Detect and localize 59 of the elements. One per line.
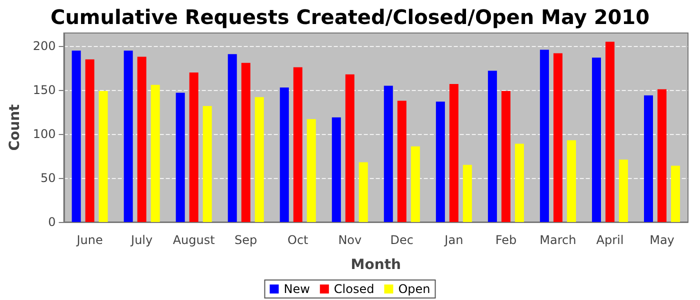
- bar: [358, 162, 368, 222]
- x-tick-label: Nov: [338, 233, 362, 247]
- bar: [306, 119, 316, 222]
- bar: [293, 67, 302, 222]
- x-tick-label: June: [76, 233, 103, 247]
- x-tick-label: Sep: [234, 233, 258, 247]
- bar: [124, 50, 133, 222]
- y-tick-label: 0: [48, 215, 56, 229]
- bar: [436, 102, 445, 222]
- bar: [332, 117, 341, 222]
- bar: [540, 50, 549, 222]
- bar: [202, 106, 212, 222]
- bar: [657, 89, 666, 222]
- bar: [553, 53, 562, 222]
- bar: [72, 50, 81, 222]
- x-tick-label: Oct: [288, 233, 309, 247]
- bar: [514, 144, 524, 222]
- bar: [176, 92, 185, 222]
- x-tick-label: March: [540, 233, 576, 247]
- bar: [488, 70, 497, 222]
- bar: [384, 86, 393, 222]
- x-tick-label: July: [130, 233, 153, 247]
- bar: [670, 166, 680, 222]
- bar: [345, 74, 354, 222]
- legend-label: Open: [398, 282, 430, 296]
- bar: [254, 97, 264, 222]
- bar: [280, 88, 289, 222]
- x-axis-title: Month: [350, 257, 401, 273]
- y-tick-label: 150: [32, 83, 56, 98]
- y-tick-label: 200: [32, 39, 56, 54]
- bar: [189, 72, 198, 222]
- bar: [150, 84, 160, 222]
- chart-title: Cumulative Requests Created/Closed/Open May 2010: [50, 5, 650, 29]
- x-tick-label: Jan: [444, 233, 464, 247]
- x-tick-label: May: [650, 233, 674, 247]
- bar: [592, 58, 601, 222]
- x-tick-label: August: [172, 233, 216, 247]
- bar: [644, 95, 653, 222]
- legend-label: Closed: [334, 282, 374, 296]
- bar: [449, 84, 458, 222]
- bar: [137, 56, 146, 222]
- y-tick-label: 100: [32, 127, 56, 142]
- x-tick-label: April: [596, 233, 624, 247]
- bar: [566, 140, 576, 222]
- y-tick-label: 50: [40, 171, 56, 186]
- bar: [241, 62, 250, 222]
- x-tick-label: Dec: [390, 233, 414, 247]
- bar: [410, 146, 420, 222]
- bar: [501, 91, 510, 222]
- bar: [98, 91, 108, 222]
- bar: [605, 42, 614, 222]
- legend-label: New: [284, 282, 310, 296]
- bar: [462, 164, 472, 222]
- bar: [618, 160, 628, 222]
- y-axis-title: Count: [7, 104, 23, 151]
- bar: [397, 100, 406, 222]
- bar: [85, 59, 94, 222]
- x-tick-label: Feb: [495, 233, 517, 247]
- bar: [228, 54, 237, 222]
